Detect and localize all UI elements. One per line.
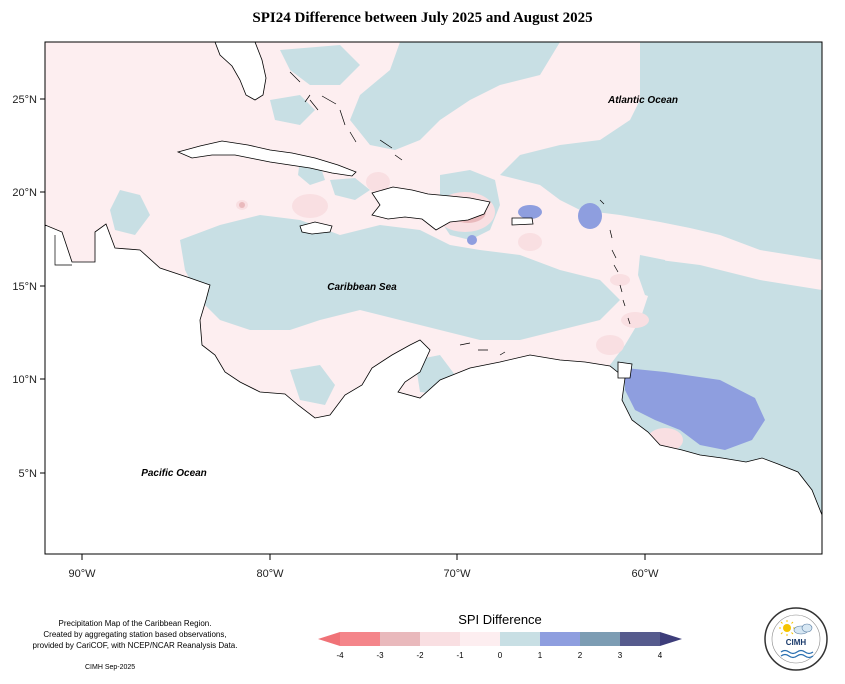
color-legend: SPI Difference -4 -3 -2 -1 0 1 2 3 4 [310, 608, 690, 668]
legend-tick-label: 3 [618, 651, 623, 660]
map-area: 25°N 20°N 15°N 10°N 5°N 90°W 80°W 70°W 6… [12, 41, 823, 580]
legend-tick-label: 4 [658, 651, 663, 660]
legend-tick-label: 2 [578, 651, 583, 660]
map-title: SPI24 Difference between July 2025 and A… [252, 10, 593, 26]
lat-label: 5°N [19, 468, 38, 480]
legend-swatch [420, 632, 460, 646]
spi-map: 25°N 20°N 15°N 10°N 5°N 90°W 80°W 70°W 6… [12, 41, 823, 580]
legend-arrow-left [318, 632, 340, 646]
island-outlines [54, 71, 631, 356]
logo-text: CIMH [786, 638, 807, 647]
cimh-logo: CIMH [763, 606, 829, 672]
legend-swatch [460, 632, 500, 646]
lon-label: 60°W [631, 568, 659, 580]
legend-tick-label: -4 [336, 651, 344, 660]
caribbean-sea-label: Caribbean Sea [327, 282, 397, 293]
longitude-axis: 90°W 80°W 70°W 60°W [68, 554, 659, 580]
map-frame [44, 41, 823, 555]
footer-line: provided by CariCOF, with NCEP/NCAR Rean… [32, 641, 238, 650]
lat-label: 20°N [12, 187, 37, 199]
legend-bar: -4 -3 -2 -1 0 1 2 3 4 [318, 632, 682, 660]
legend-tick-label: -1 [456, 651, 464, 660]
pacific-ocean-label: Pacific Ocean [141, 468, 207, 479]
legend-swatch [620, 632, 660, 646]
legend-swatch [540, 632, 580, 646]
lat-label: 25°N [12, 94, 37, 106]
land-masses [45, 42, 822, 554]
lon-label: 90°W [68, 568, 96, 580]
legend-arrow-right [660, 632, 682, 646]
lon-label: 80°W [256, 568, 284, 580]
legend-title: SPI Difference [458, 612, 542, 627]
legend-tick-label: 1 [538, 651, 543, 660]
legend-swatch [340, 632, 380, 646]
legend-swatch [380, 632, 420, 646]
legend-swatch [580, 632, 620, 646]
legend-swatch [500, 632, 540, 646]
lon-label: 70°W [443, 568, 471, 580]
cloud-icon [793, 623, 813, 635]
footer-note: Precipitation Map of the Caribbean Regio… [10, 618, 260, 651]
legend-tick-label: 0 [498, 651, 503, 660]
latitude-axis: 25°N 20°N 15°N 10°N 5°N [12, 94, 45, 480]
sun-icon [779, 620, 795, 636]
footer-line: Created by aggregating station based obs… [43, 630, 227, 639]
lat-label: 10°N [12, 374, 37, 386]
credit: CIMH Sep-2025 [85, 664, 136, 671]
wetter-regions [467, 203, 765, 450]
logo-ring [764, 607, 828, 671]
waves-icon [780, 649, 814, 659]
atlantic-ocean-label: Atlantic Ocean [607, 95, 678, 106]
footer-line: Precipitation Map of the Caribbean Regio… [58, 619, 212, 628]
lat-label: 15°N [12, 281, 37, 293]
legend-tick-label: -2 [416, 651, 424, 660]
legend-tick-label: -3 [376, 651, 384, 660]
